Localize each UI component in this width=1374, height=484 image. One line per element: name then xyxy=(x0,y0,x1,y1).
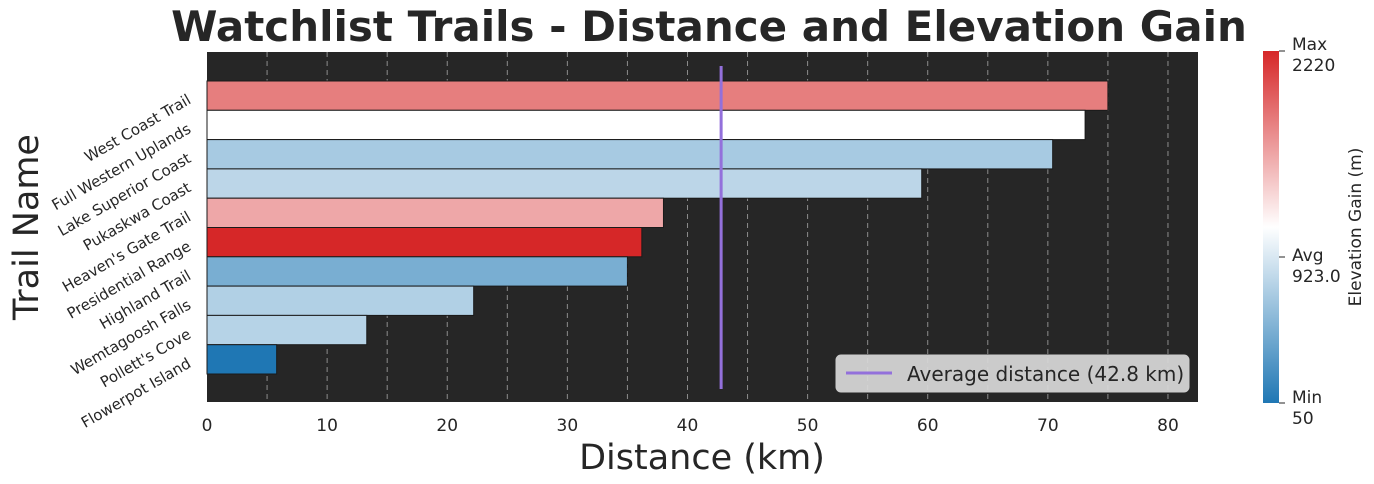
y-axis-label: Trail Name xyxy=(7,134,47,321)
bar xyxy=(206,109,1086,141)
bar xyxy=(206,168,923,199)
x-tick-label: 20 xyxy=(436,416,458,436)
chart-title: Watchlist Trails - Distance and Elevatio… xyxy=(171,2,1247,51)
x-axis-label: Distance (km) xyxy=(579,438,825,478)
colorbar-min-label: Min xyxy=(1292,388,1322,408)
bar xyxy=(206,227,643,258)
x-tick-label: 70 xyxy=(1037,416,1059,436)
colorbar-min-value: 50 xyxy=(1292,409,1314,429)
x-tick-label: 40 xyxy=(677,416,699,436)
x-tick-label: 80 xyxy=(1157,416,1179,436)
colorbar-max-label: Max xyxy=(1292,35,1327,55)
legend-label: Average distance (42.8 km) xyxy=(907,362,1184,386)
colorbar-gradient xyxy=(1263,51,1279,403)
x-tick-label: 0 xyxy=(202,416,213,436)
x-axis-ticks: 0 10 20 30 40 50 60 70 80 xyxy=(202,416,1179,436)
bar xyxy=(206,80,1109,111)
bar xyxy=(206,256,628,287)
bar xyxy=(206,314,368,346)
bar xyxy=(206,285,475,316)
colorbar-max-value: 2220 xyxy=(1292,56,1335,76)
x-tick-label: 50 xyxy=(797,416,819,436)
x-tick-label: 10 xyxy=(316,416,338,436)
x-tick-label: 60 xyxy=(917,416,939,436)
legend: Average distance (42.8 km) xyxy=(835,354,1190,393)
x-tick-label: 30 xyxy=(557,416,579,436)
colorbar: Max 2220 Avg 923.0 Min 50 Elevation Gain… xyxy=(1263,35,1366,429)
colorbar-avg-label: Avg xyxy=(1292,246,1324,266)
colorbar-label: Elevation Gain (m) xyxy=(1346,148,1366,307)
bars xyxy=(206,80,1109,375)
bar xyxy=(206,344,278,375)
bar xyxy=(206,197,664,228)
legend-box xyxy=(835,354,1190,393)
bar xyxy=(206,139,1054,170)
colorbar-avg-value: 923.0 xyxy=(1292,267,1341,287)
